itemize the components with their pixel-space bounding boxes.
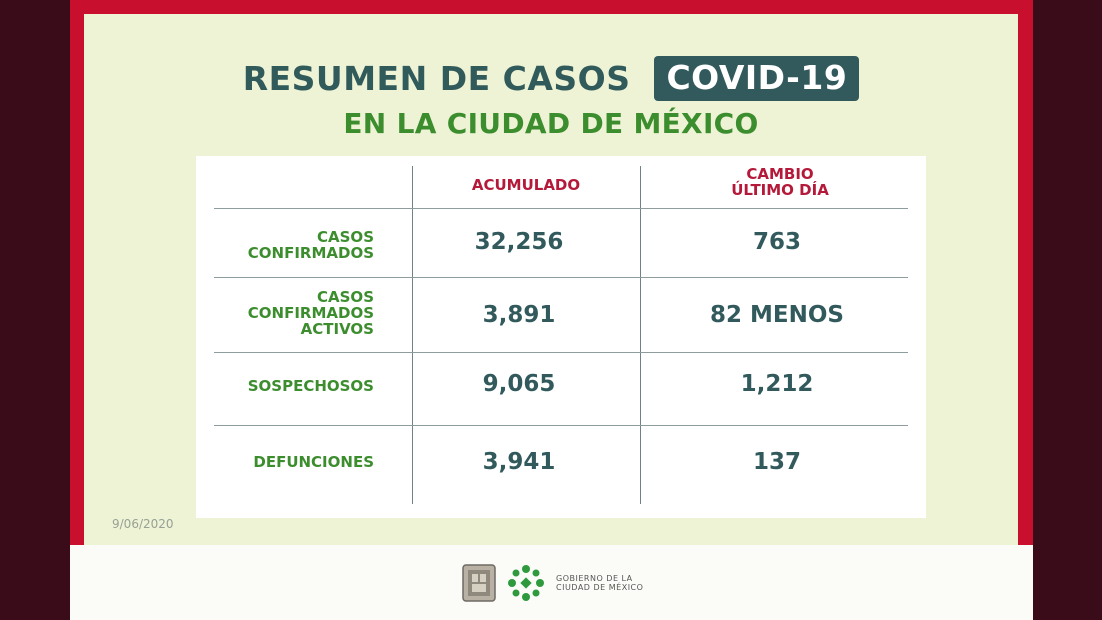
row-divider xyxy=(214,277,908,278)
value-activos-acumulado: 3,891 xyxy=(482,302,556,328)
right-border xyxy=(1033,0,1102,620)
gov-text-line1: GOBIERNO DE LA xyxy=(556,574,633,583)
column-divider xyxy=(412,166,413,504)
value-defunciones-cambio: 137 xyxy=(752,449,801,475)
header-cambio: CAMBIO ÚLTIMO DÍA xyxy=(731,165,829,199)
page-subtitle: EN LA CIUDAD DE MÉXICO xyxy=(343,107,759,140)
column-divider xyxy=(640,166,641,504)
row-label-activos: CASOS CONFIRMADOS ACTIVOS xyxy=(247,288,374,338)
value-confirmados-acumulado: 32,256 xyxy=(474,229,564,255)
title-row: RESUMEN DE CASOS COVID-19 xyxy=(84,56,1018,101)
page-title: RESUMEN DE CASOS xyxy=(242,59,631,98)
footer-bar: GOBIERNO DE LA CIUDAD DE MÉXICO xyxy=(70,545,1033,620)
gov-text-line2: CIUDAD DE MÉXICO xyxy=(556,583,644,592)
header-acumulado: ACUMULADO xyxy=(471,176,581,194)
cdmx-flower-logo-icon xyxy=(508,565,544,601)
summary-panel: RESUMEN DE CASOS COVID-19 EN LA CIUDAD D… xyxy=(84,14,1018,545)
value-confirmados-cambio: 763 xyxy=(752,229,801,255)
value-defunciones-acumulado: 3,941 xyxy=(482,449,556,475)
row-divider xyxy=(214,425,908,426)
coat-of-arms-icon xyxy=(462,564,496,602)
covid-badge: COVID-19 xyxy=(654,56,860,101)
value-sospechosos-cambio: 1,212 xyxy=(740,371,814,397)
row-label-sospechosos: SOSPECHOSOS xyxy=(247,377,374,395)
date-label: 9/06/2020 xyxy=(112,517,174,531)
row-divider xyxy=(214,352,908,353)
footer-logos: GOBIERNO DE LA CIUDAD DE MÉXICO xyxy=(462,563,643,603)
row-label-confirmados: CASOS CONFIRMADOS xyxy=(247,228,374,262)
value-sospechosos-acumulado: 9,065 xyxy=(482,371,556,397)
value-activos-cambio: 82 MENOS xyxy=(710,302,844,328)
row-label-defunciones: DEFUNCIONES xyxy=(253,453,374,471)
left-border xyxy=(0,0,70,620)
gov-logo-text: GOBIERNO DE LA CIUDAD DE MÉXICO xyxy=(556,574,643,592)
cases-table: ACUMULADO CAMBIO ÚLTIMO DÍA CASOS CONFIR… xyxy=(196,156,926,518)
row-divider xyxy=(214,208,908,209)
